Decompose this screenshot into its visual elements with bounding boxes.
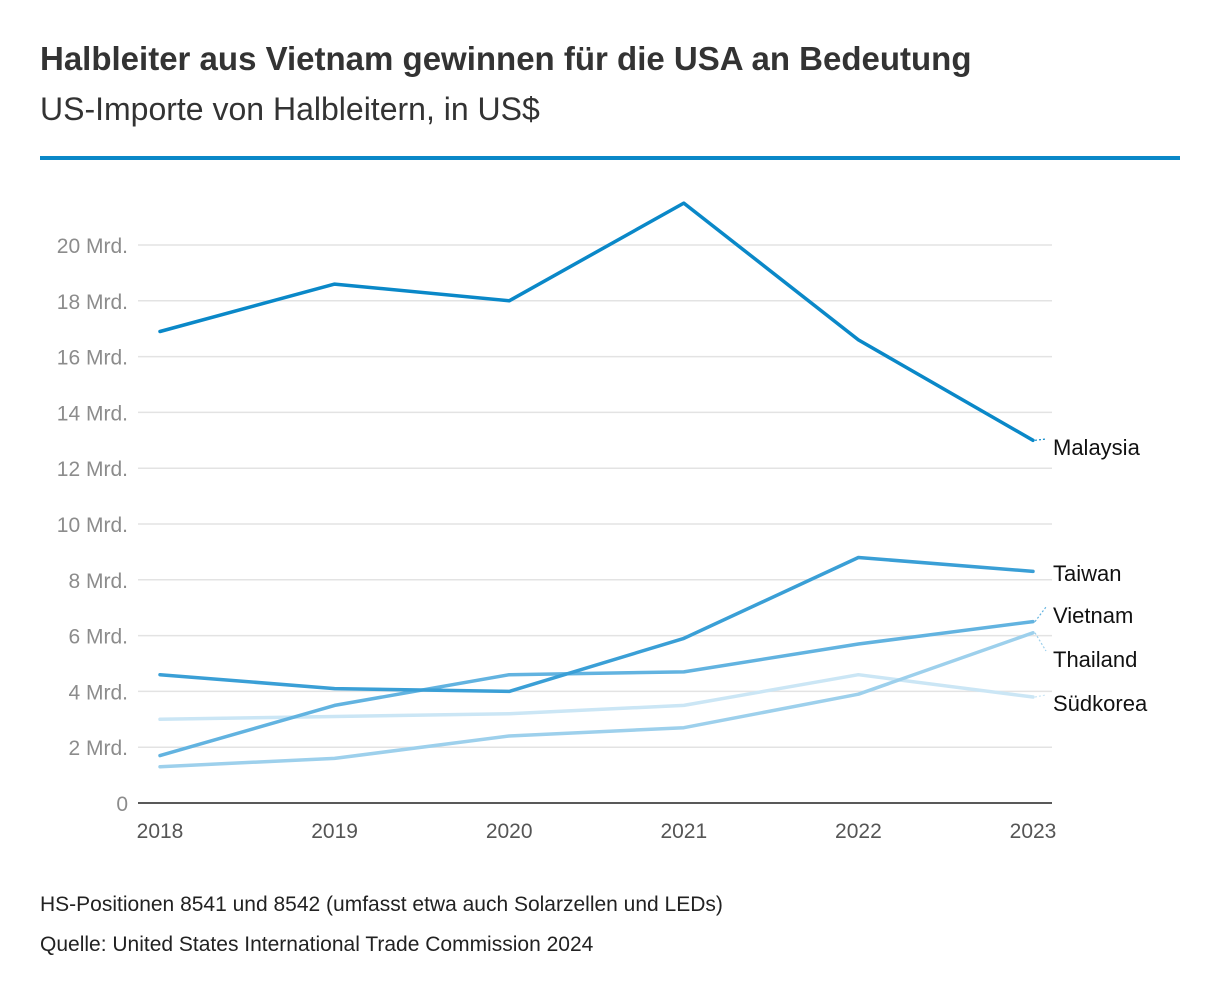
title-divider (40, 156, 1180, 160)
x-tick-label: 2022 (835, 820, 882, 843)
x-tick-label: 2019 (311, 820, 358, 843)
y-tick-label: 14 Mrd. (57, 402, 128, 425)
series-labels: Malaysia Taiwan Vietnam Thailand Südkorea (1034, 435, 1148, 716)
x-tick-label: 2021 (660, 820, 707, 843)
y-tick-label: 4 Mrd. (68, 681, 128, 704)
y-axis-ticks: 0 2 Mrd. 4 Mrd. 6 Mrd. 8 Mrd. 10 Mrd. 12 Mrd. 1… (57, 235, 128, 816)
y-tick-label: 18 Mrd. (57, 291, 128, 314)
chart-title: Halbleiter aus Vietnam gewinnen für die … (40, 40, 972, 77)
x-tick-label: 2020 (486, 820, 533, 843)
y-tick-label: 0 (116, 793, 128, 816)
series-label: Vietnam (1053, 603, 1133, 628)
label-leader (1034, 438, 1047, 441)
source-note: Quelle: United States International Trad… (40, 933, 594, 956)
label-leader (1034, 632, 1047, 652)
label-leader (1034, 606, 1047, 623)
series-line (158, 672, 1035, 722)
y-tick-label: 20 Mrd. (57, 235, 128, 258)
series-label: Südkorea (1053, 691, 1148, 716)
chart-subtitle: US-Importe von Halbleitern, in US$ (40, 91, 540, 127)
series-line (158, 619, 1035, 758)
y-tick-label: 10 Mrd. (57, 514, 128, 537)
series-layer (158, 201, 1035, 769)
line-chart: 0 2 Mrd. 4 Mrd. 6 Mrd. 8 Mrd. 10 Mrd. 12 Mrd. 1… (57, 201, 1148, 843)
series-line (158, 555, 1035, 694)
x-tick-label: 2023 (1010, 820, 1057, 843)
series-label: Thailand (1053, 647, 1137, 672)
label-leader (1034, 694, 1047, 698)
series-line (158, 201, 1035, 443)
y-tick-label: 8 Mrd. (68, 570, 128, 593)
series-label: Taiwan (1053, 561, 1121, 586)
y-tick-label: 6 Mrd. (68, 626, 128, 649)
footnote: HS-Positionen 8541 und 8542 (umfasst etw… (40, 893, 723, 916)
y-tick-label: 12 Mrd. (57, 458, 128, 481)
series-label: Malaysia (1053, 435, 1141, 460)
y-tick-label: 16 Mrd. (57, 347, 128, 370)
grid-layer (138, 244, 1052, 748)
x-tick-label: 2018 (137, 820, 184, 843)
series-line (158, 631, 1035, 769)
y-tick-label: 2 Mrd. (68, 737, 128, 760)
x-axis-ticks: 2018 2019 2020 2021 2022 2023 (137, 820, 1057, 843)
